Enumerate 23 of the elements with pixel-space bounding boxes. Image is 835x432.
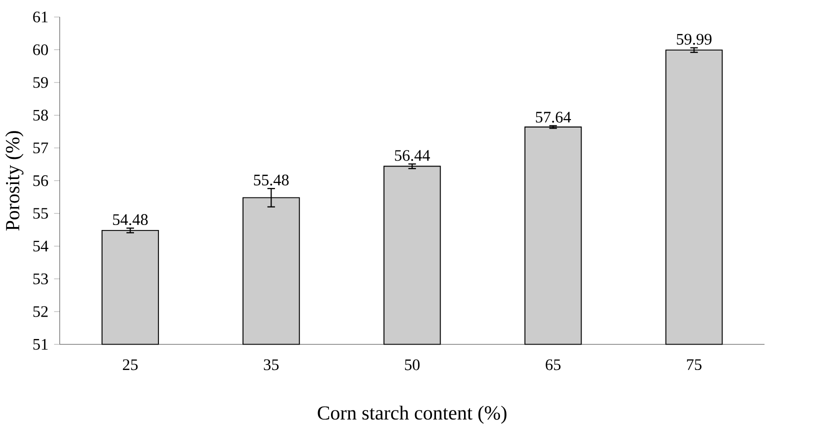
y-tick-label: 53: [33, 273, 48, 284]
y-tick-label: 60: [33, 44, 48, 56]
x-tick-label: 25: [122, 359, 138, 370]
x-tick-label: 35: [264, 359, 279, 370]
y-tick-label: 57: [33, 142, 48, 154]
data-label: 56.44: [394, 150, 430, 161]
y-tick-label: 58: [33, 110, 48, 120]
y-tick-label: 56: [33, 175, 48, 186]
x-tick-label: 50: [405, 359, 420, 370]
y-tick-label: 61: [33, 11, 48, 22]
x-axis-title: Corn starch content (%): [318, 406, 506, 424]
data-label: 54.48: [113, 214, 148, 225]
y-tick-label: 59: [33, 76, 48, 88]
y-axis-title: Porosity (%): [5, 130, 24, 230]
y-tick-label: 52: [33, 306, 48, 317]
data-label: 57.64: [536, 112, 571, 122]
data-label: 55.48: [254, 174, 289, 186]
y-tick-label: 55: [33, 208, 48, 219]
data-label: 59.99: [676, 34, 712, 45]
y-tick-label: 51: [33, 338, 48, 350]
y-tick-label: 54: [33, 240, 48, 252]
x-tick-label: 65: [546, 359, 561, 370]
x-tick-label: 75: [687, 359, 702, 370]
